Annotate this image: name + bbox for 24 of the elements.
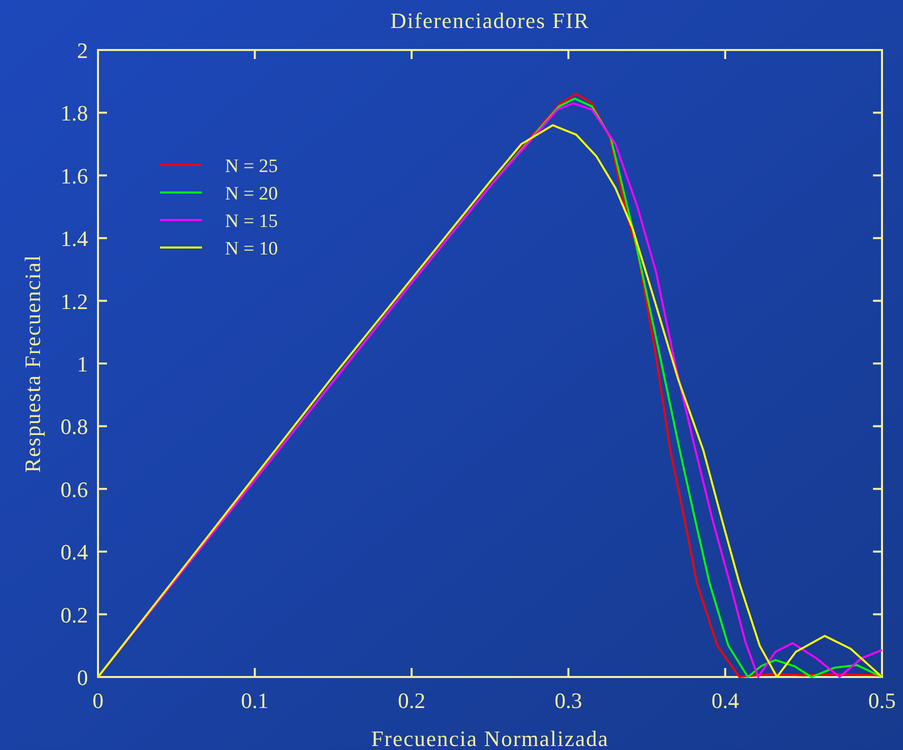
y-tick-label: 0.6: [60, 476, 88, 502]
y-tick-label: 1: [77, 352, 88, 376]
y-tick-label: 1.2: [60, 288, 88, 314]
y-tick-label: 0.4: [60, 540, 88, 565]
y-tick-label: 0: [77, 665, 88, 690]
y-tick-label: 1.6: [60, 163, 88, 188]
chart-title: Diferenciadores FIR: [390, 8, 590, 33]
x-tick-label: 0: [92, 688, 104, 713]
legend-label: N = 10: [225, 238, 278, 260]
y-tick-label: 1.8: [60, 100, 88, 126]
x-tick-label: 0.2: [398, 688, 426, 713]
x-tick-label: 0.5: [868, 688, 896, 713]
y-tick-label: 2: [77, 38, 88, 63]
y-axis-title: Respuesta Frecuencial: [20, 254, 45, 473]
legend-label: N = 20: [225, 184, 278, 204]
legend-label: N = 15: [225, 211, 278, 232]
legend-label: N = 25: [225, 156, 278, 177]
y-tick-label: 1.4: [60, 226, 88, 252]
x-tick-label: 0.3: [554, 688, 582, 713]
x-tick-label: 0.1: [241, 688, 269, 713]
x-tick-label: 0.4: [711, 688, 739, 713]
y-tick-label: 0.2: [60, 602, 88, 628]
x-axis-title: Frecuencia Normalizada: [371, 726, 609, 750]
y-tick-label: 0.8: [60, 414, 88, 440]
